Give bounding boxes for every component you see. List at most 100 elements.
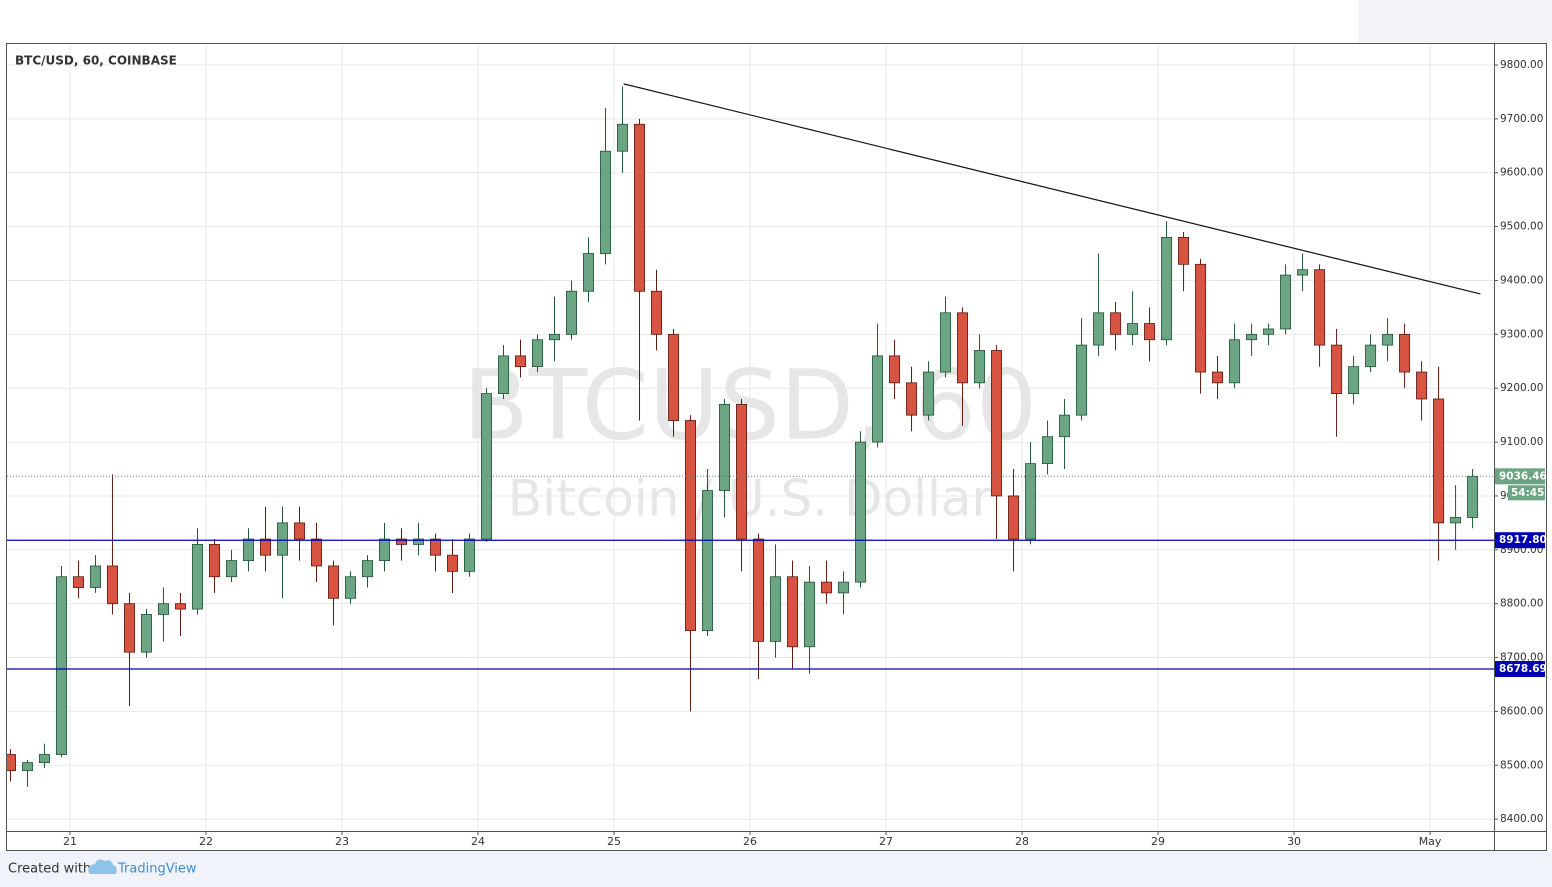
candle-body (361, 560, 373, 578)
candle-body (157, 603, 169, 615)
y-tick-label: 8600.00 (1500, 705, 1543, 717)
candle-body (821, 581, 833, 594)
level-label: 8678.69 (1499, 663, 1547, 675)
candle-body (1365, 344, 1377, 368)
candle-body (1144, 323, 1156, 341)
candle-body (1110, 312, 1122, 335)
candle-body (106, 565, 118, 605)
countdown-box (1508, 485, 1545, 501)
last-price-label: 9036.46 (1499, 470, 1547, 482)
x-tick-label: 22 (199, 835, 213, 848)
candle-body (498, 355, 510, 394)
candle-body (804, 581, 816, 648)
footer-text: Created with (8, 862, 91, 877)
y-tick-label: 9500.00 (1500, 221, 1543, 233)
candle-body (1297, 269, 1309, 276)
y-tick-label: 9600.00 (1500, 167, 1543, 179)
watermark: BTCUSD, 60 Bitcoin / U.S. Dollar (463, 349, 1037, 527)
y-tick-label: 8800.00 (1500, 598, 1543, 610)
candle-body (140, 614, 152, 653)
last-price-box (1495, 468, 1545, 485)
y-tick-label: 8700.00 (1500, 652, 1543, 664)
candle-body (770, 576, 782, 642)
candle-body (1467, 475, 1479, 518)
x-tick-label: 28 (1015, 835, 1029, 848)
candle-body (1348, 366, 1360, 394)
candle-body (685, 420, 697, 632)
candle-body (532, 339, 544, 368)
candle-body (1416, 371, 1428, 400)
candle-body (55, 576, 67, 755)
candle-body (429, 538, 442, 556)
candle-body (1433, 398, 1445, 524)
candle-body (464, 538, 476, 572)
candle-body (1008, 495, 1020, 540)
candle-body (89, 565, 101, 588)
candle-body (923, 371, 935, 416)
candle-body (974, 350, 986, 384)
axes: 8400.008500.008600.008700.008800.008900.… (63, 59, 1547, 848)
candle-body (1161, 236, 1173, 341)
candle-body (1399, 333, 1411, 373)
candle-body (344, 576, 356, 599)
candle-body (617, 123, 629, 152)
candle-body (634, 123, 646, 292)
frame (6, 43, 1547, 851)
candle-body (1178, 236, 1190, 265)
candle-body (378, 538, 390, 561)
candle-body (787, 576, 799, 648)
tradingview-logo (88, 859, 117, 874)
x-tick-label: 30 (1287, 835, 1301, 848)
toolbar-area (1358, 0, 1552, 43)
candle-body (1042, 436, 1054, 465)
watermark-description: Bitcoin / U.S. Dollar (508, 470, 993, 528)
chart-title: BTC/USD, 60, COINBASE (15, 54, 177, 68)
candle-body (123, 603, 135, 653)
candle-body (1076, 344, 1088, 416)
candle-body (515, 355, 527, 368)
candle-body (1450, 517, 1462, 524)
candle-body (276, 522, 288, 556)
candle-body (310, 538, 322, 567)
y-tick-label: 9800.00 (1500, 59, 1543, 71)
countdown-label: 54:45 (1511, 487, 1544, 499)
candle-body (991, 350, 1003, 497)
level-box (1495, 532, 1545, 549)
plot (7, 83, 1494, 787)
candle-body (1229, 339, 1241, 384)
y-tick-label: 9400.00 (1500, 274, 1543, 286)
x-tick-label: 23 (335, 835, 349, 848)
x-tick-label: 24 (471, 835, 485, 848)
candle-body (72, 576, 84, 588)
candle-body (1127, 323, 1139, 335)
candle-body (1246, 333, 1258, 341)
candle-body (753, 538, 765, 642)
candle-body (259, 538, 271, 556)
candle-body (21, 762, 33, 772)
candle-body (327, 565, 339, 599)
candle-body (855, 441, 867, 583)
candle-body (225, 560, 237, 578)
candle-body (1093, 312, 1105, 346)
x-tick-label: May (1419, 835, 1442, 848)
candle-body (889, 355, 901, 384)
candle-body (38, 754, 50, 763)
candle-body (600, 150, 612, 254)
candle-body (1382, 333, 1394, 346)
candle-body (702, 490, 714, 632)
candle-body (242, 538, 254, 561)
candle-body (940, 312, 952, 373)
footer-bar (0, 851, 1552, 887)
y-tick-label: 9300.00 (1500, 328, 1543, 340)
candle-body (957, 312, 969, 384)
level-box (1495, 661, 1545, 678)
candle-body (1314, 269, 1326, 346)
x-tick-label: 26 (743, 835, 757, 848)
grid (7, 44, 1494, 831)
footer-brand[interactable]: TradingView (117, 862, 197, 877)
level-label: 8917.80 (1499, 534, 1547, 546)
candle-body (651, 290, 663, 335)
trendline (623, 83, 1481, 295)
candle-body (1195, 263, 1207, 373)
candle-body (481, 393, 493, 540)
